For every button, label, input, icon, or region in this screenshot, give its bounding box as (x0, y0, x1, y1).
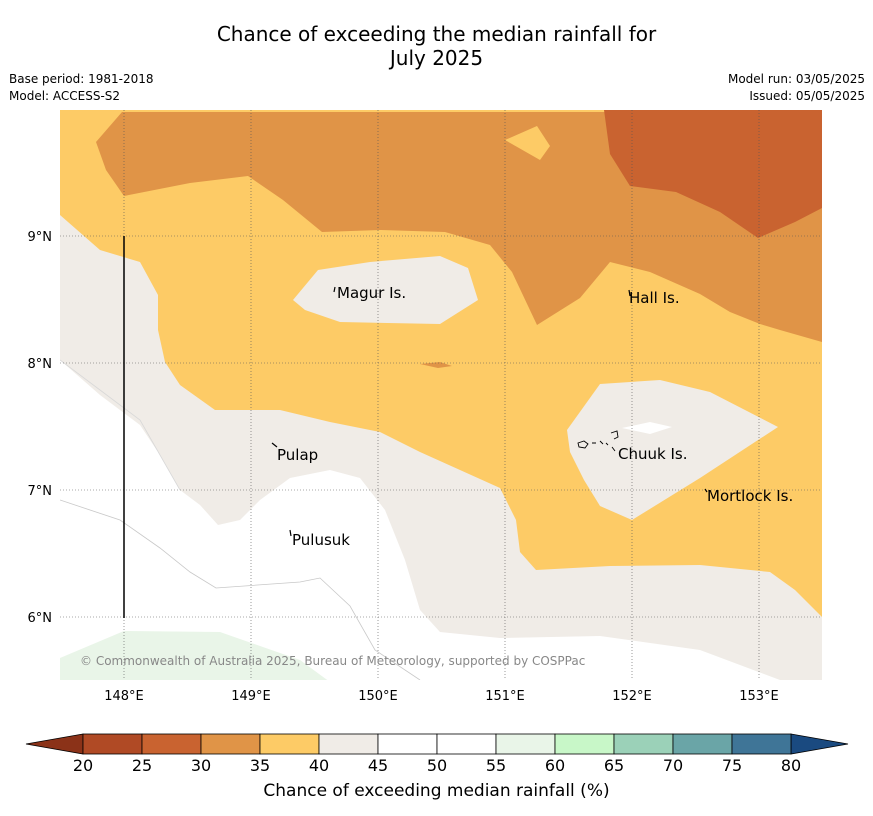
meta-left: Base period: 1981-2018 Model: ACCESS-S2 (9, 71, 154, 105)
colorbar-bin (613, 733, 674, 755)
colorbar-tick-label: 50 (427, 756, 447, 775)
lon-tick-labels: 148°E 149°E 150°E 151°E 152°E 153°E (104, 689, 779, 704)
colorbar-bin (495, 733, 556, 755)
colorbar-bin (259, 733, 320, 755)
base-period-text: Base period: 1981-2018 (9, 72, 154, 86)
colorbar-tick-labels: 20 25 30 35 40 45 50 55 60 65 70 75 80 (73, 756, 801, 775)
lat-tick-8: 8°N (28, 357, 53, 372)
region-30-35-patch (420, 362, 452, 368)
lon-tick-152: 152°E (612, 689, 652, 704)
colorbar-tick-label: 35 (250, 756, 270, 775)
place-label-hall: Hall Is. (629, 289, 680, 307)
title-line-1: Chance of exceeding the median rainfall … (216, 22, 657, 46)
issued-text: Issued: 05/05/2025 (749, 89, 865, 103)
colorbar-tick-label: 30 (191, 756, 211, 775)
colorbar-label: Chance of exceeding median rainfall (%) (263, 781, 610, 801)
lat-tick-9: 9°N (28, 230, 53, 245)
colorbar-tick-label: 40 (309, 756, 329, 775)
region-chuuk-white (622, 422, 672, 434)
chart-title: Chance of exceeding the median rainfall … (0, 22, 873, 70)
region-55-60 (60, 631, 328, 680)
colorbar-tick-label: 70 (663, 756, 683, 775)
colorbar-bin (318, 733, 379, 755)
colorbar-tick-label: 20 (73, 756, 93, 775)
lon-tick-153: 153°E (739, 689, 779, 704)
place-label-magur: Magur Is. (337, 284, 406, 302)
region-35-40-blob (505, 126, 550, 160)
colorbar-bin (82, 733, 143, 755)
lat-tick-labels: 9°N 8°N 7°N 6°N (28, 230, 53, 626)
colorbar-bin (554, 733, 615, 755)
colorbar-tick-label: 80 (781, 756, 801, 775)
lon-tick-150: 150°E (358, 689, 398, 704)
colorbar-over-arrow (790, 733, 849, 755)
region-25-30 (604, 110, 822, 238)
lat-tick-6: 6°N (28, 611, 53, 626)
lon-tick-149: 149°E (231, 689, 271, 704)
place-label-chuuk: Chuuk Is. (618, 445, 687, 463)
lon-tick-151: 151°E (485, 689, 525, 704)
title-line-2: July 2025 (389, 46, 484, 70)
contour-line-south (60, 499, 421, 680)
colorbar-tick-label: 25 (132, 756, 152, 775)
colorbar-bin (731, 733, 792, 755)
colorbar-bin (200, 733, 261, 755)
colorbar-bin (141, 733, 202, 755)
copyright-text: © Commonwealth of Australia 2025, Bureau… (80, 654, 585, 668)
island-glyphs (271, 286, 708, 537)
colorbar-tick-label: 45 (368, 756, 388, 775)
region-chuuk-40-45 (567, 380, 778, 520)
lat-tick-7: 7°N (28, 484, 53, 499)
model-run-text: Model run: 03/05/2025 (727, 72, 865, 86)
meta-right: Model run: 03/05/2025 Issued: 05/05/2025 (728, 71, 865, 105)
colorbar-bin (436, 733, 497, 755)
place-label-pulap: Pulap (277, 446, 318, 464)
lon-tick-148: 148°E (104, 689, 144, 704)
region-magur-40-45 (293, 256, 478, 324)
contour-line-east (60, 359, 181, 491)
colorbar-tick-label: 60 (545, 756, 565, 775)
model-text: Model: ACCESS-S2 (9, 89, 121, 103)
colorbar-under-arrow (25, 733, 84, 755)
colorbar-tick-label: 65 (604, 756, 624, 775)
place-labels: Magur Is. Hall Is. Pulap Chuuk Is. Mortl… (277, 284, 793, 549)
colorbar (25, 733, 849, 755)
place-label-pulusuk: Pulusuk (292, 531, 350, 549)
colorbar-tick-label: 55 (486, 756, 506, 775)
colorbar-tick-label: 75 (722, 756, 742, 775)
map-plot-area: Magur Is. Hall Is. Pulap Chuuk Is. Mortl… (60, 110, 822, 680)
place-label-mortlock: Mortlock Is. (707, 487, 793, 505)
colorbar-bin (672, 733, 733, 755)
colorbar-bin (377, 733, 438, 755)
